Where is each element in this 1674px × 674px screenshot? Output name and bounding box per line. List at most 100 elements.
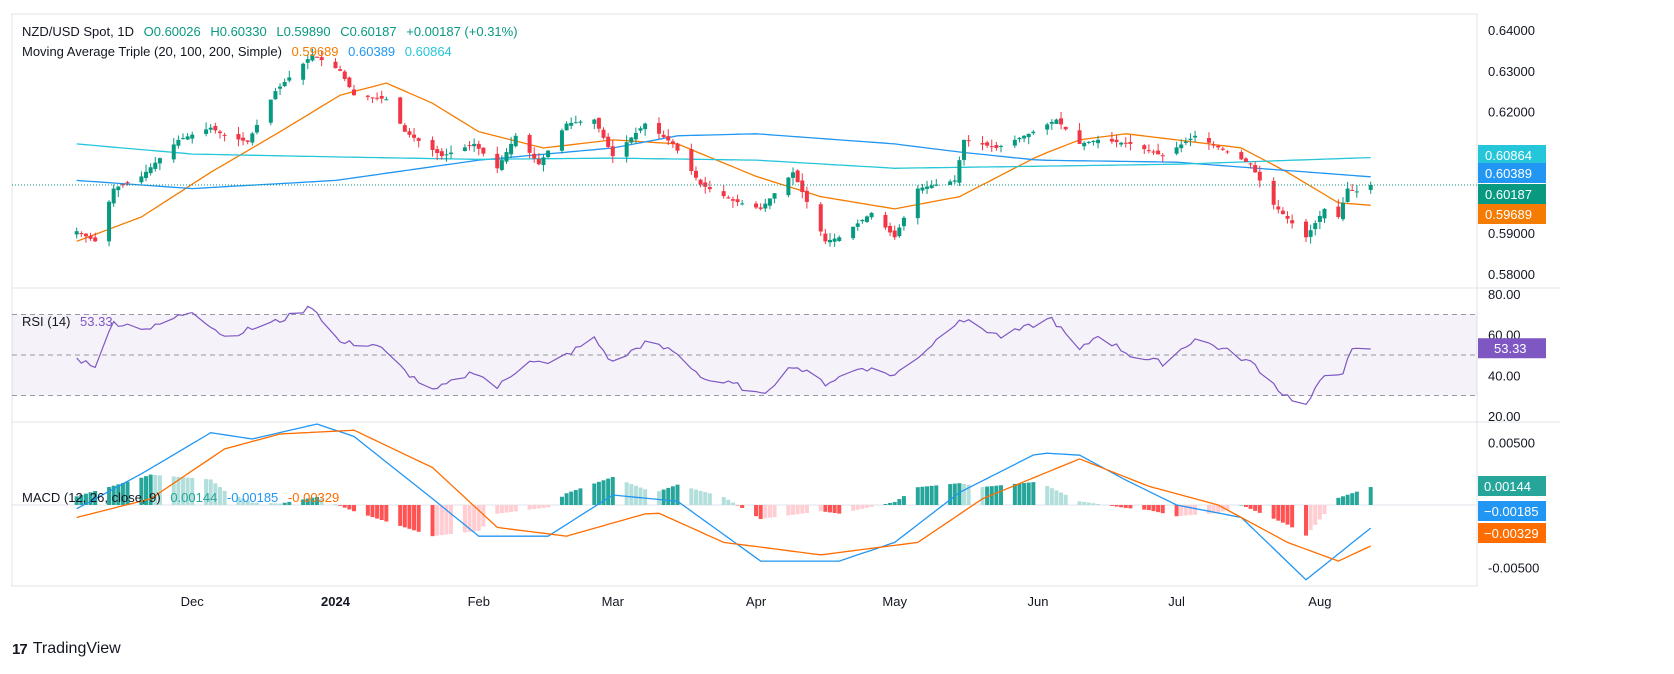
candle-body (740, 203, 745, 205)
macd-histogram-bar (467, 505, 472, 532)
macd-histogram-bar (800, 505, 805, 514)
price-tag (1478, 204, 1546, 224)
candle-body (800, 180, 805, 193)
macd-histogram-bar (569, 491, 574, 505)
candle-body (287, 77, 292, 81)
macd-histogram-bar (952, 483, 957, 505)
candle-body (1216, 145, 1221, 148)
price-tag-label: 0.59689 (1485, 207, 1532, 222)
candle-body (351, 89, 356, 96)
macd-histogram-bar (74, 496, 79, 505)
macd-histogram-bar (791, 505, 796, 515)
candle-body (180, 138, 185, 140)
macd-histogram-bar (536, 505, 541, 509)
macd-histogram-bar (384, 505, 389, 522)
candle-body (1031, 131, 1036, 134)
price-tag (1478, 163, 1546, 183)
change-value: +0.00187 (+0.31%) (406, 24, 518, 39)
macd-histogram-bar (1248, 505, 1253, 509)
macd-histogram-bar (657, 491, 662, 505)
candle-body (864, 216, 869, 222)
candle-body (1276, 206, 1281, 210)
candle-body (1077, 130, 1082, 144)
candle-body (1179, 144, 1184, 149)
macd-histogram-bar (670, 486, 675, 505)
rsi-tag (1478, 338, 1546, 359)
macd-histogram-bar (412, 505, 417, 531)
macd-histogram-bar (476, 505, 481, 531)
macd-histogram-bar (499, 505, 504, 514)
macd-histogram-bar (527, 505, 532, 510)
candle-body (559, 130, 564, 151)
x-axis-label: Dec (181, 594, 205, 609)
candle-body (888, 225, 893, 233)
candle-body (444, 154, 449, 156)
candle-body (1109, 138, 1114, 142)
macd-signal-value: -0.00329 (287, 490, 340, 505)
macd-histogram-bar (1082, 501, 1087, 505)
macd-histogram-bar (596, 481, 601, 505)
macd-histogram-bar (703, 492, 708, 505)
candle-body (569, 122, 574, 126)
candle-body (412, 134, 417, 138)
tradingview-logo-icon: 17 (12, 640, 28, 658)
x-axis-label: Aug (1308, 594, 1331, 609)
candle-body (384, 99, 389, 101)
candle-body (107, 201, 112, 242)
macd-histogram-bar (1026, 482, 1031, 505)
candle-body (1146, 150, 1151, 152)
candle-body (721, 191, 726, 197)
macd-histogram-bar (185, 477, 190, 505)
macd-histogram-bar (1340, 496, 1345, 505)
macd-histogram-bar (462, 505, 467, 533)
signal-line (76, 429, 1371, 562)
macd-histogram-bar (1239, 505, 1244, 506)
macd-histogram-bar (472, 505, 477, 532)
macd-histogram-bar (1049, 488, 1054, 505)
macd-histogram-bar (351, 505, 356, 512)
candle-body (402, 125, 407, 132)
macd-histogram-bar (666, 487, 671, 505)
macd-histogram-bar (1142, 505, 1147, 510)
macd-histogram-bar (157, 475, 162, 505)
candle-body (407, 131, 412, 135)
macd-histogram-bar (1045, 486, 1050, 505)
candle-body (957, 160, 962, 183)
candle-body (1114, 139, 1119, 143)
macd-histogram-bar (217, 487, 222, 505)
price-tick-label: 0.59000 (1488, 226, 1535, 241)
macd-tag-label: −0.00185 (1484, 504, 1539, 519)
candle-body (592, 119, 597, 124)
macd-histogram-bar (144, 476, 149, 505)
macd-histogram-bar (920, 486, 925, 505)
macd-histogram-bar (726, 499, 731, 505)
macd-histogram-bar (1128, 505, 1133, 509)
candle-body (573, 122, 578, 124)
x-axis-label: Apr (746, 594, 767, 609)
macd-histogram-bar (818, 505, 823, 512)
macd-histogram-bar (204, 479, 209, 505)
candle-body (1257, 171, 1262, 181)
candle-body (379, 95, 384, 99)
candle-body (892, 230, 897, 238)
macd-histogram-bar (176, 476, 181, 505)
candle-body (527, 135, 532, 153)
macd-histogram-bar (1031, 482, 1036, 505)
macd-histogram-bar (675, 484, 680, 505)
macd-line (76, 423, 1372, 581)
price-tick-label: 0.63000 (1488, 64, 1535, 79)
candle-body (1188, 138, 1193, 141)
macd-histogram-bar (897, 499, 902, 505)
price-tag-label: 0.60187 (1485, 187, 1532, 202)
macd-histogram-bar (1156, 505, 1161, 513)
macd-histogram-bar (966, 484, 971, 505)
candle-body (1322, 208, 1327, 219)
macd-histogram-bar (1091, 503, 1096, 505)
tradingview-watermark[interactable]: 17 TradingView (12, 640, 121, 658)
candle-body (1119, 142, 1124, 145)
macd-histogram-bar (83, 493, 88, 505)
candle-body (925, 186, 930, 189)
rsi-legend: RSI (14) 53.33 (22, 314, 119, 329)
macd-histogram-bar (241, 498, 246, 505)
